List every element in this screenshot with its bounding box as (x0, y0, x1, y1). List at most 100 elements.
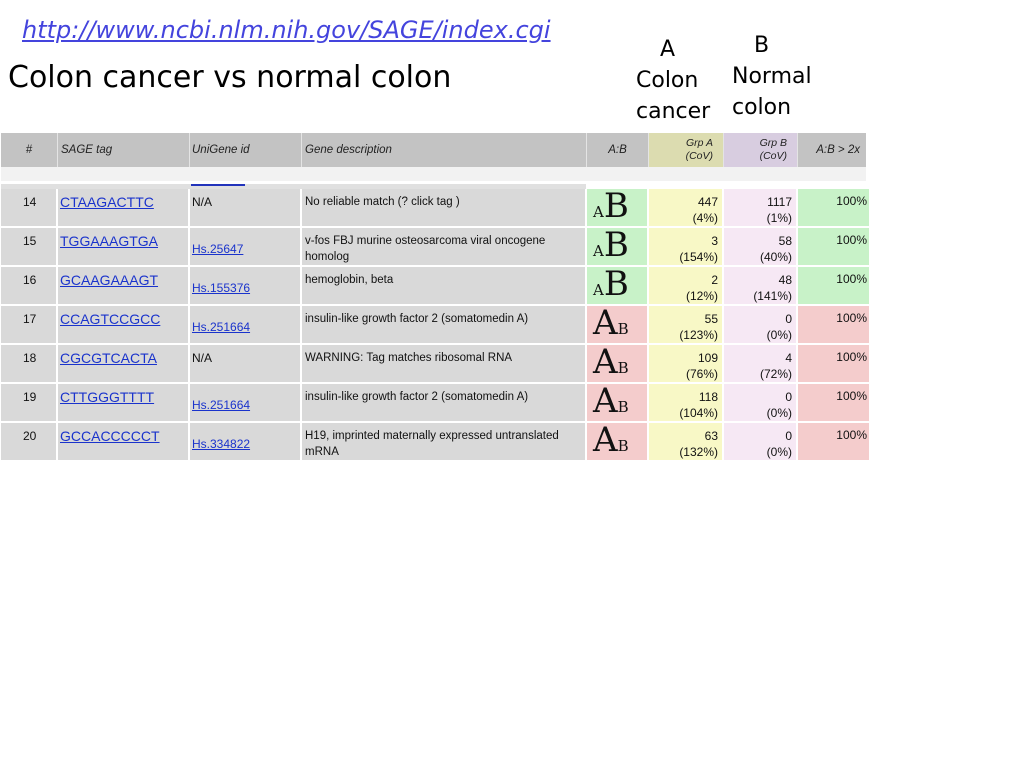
sage-tag-link[interactable]: CTAAGACTTC (60, 194, 154, 210)
group-a-value: 3 (711, 234, 718, 248)
table-row: 20 GCCACCCCCT Hs.334822 H19, imprinted m… (1, 423, 869, 462)
table-row: 17 CCAGTCCGCC Hs.251664 insulin-like gro… (1, 306, 869, 345)
group-a-cov: (4%) (692, 211, 718, 225)
unigene-cell: Hs.334822 (190, 423, 302, 460)
header-group-b-cov: (CoV) (759, 150, 787, 162)
sage-tag-link[interactable]: CGCGTCACTA (60, 350, 157, 366)
group-b-label: B Normal colon (732, 30, 812, 123)
slide-title: Colon cancer vs normal colon (8, 60, 452, 95)
unigene-link[interactable]: Hs.25647 (192, 242, 244, 256)
ab-letter-a: A (593, 203, 604, 221)
ab-letter-b: B (617, 320, 629, 338)
unigene-link[interactable]: Hs.251664 (192, 320, 251, 334)
sage-tag-cell: CGCGTCACTA (58, 345, 190, 382)
row-num: 16 (1, 267, 58, 304)
ab-letter-a: A (593, 303, 618, 343)
gene-description: H19, imprinted maternally expressed untr… (302, 423, 587, 460)
group-b-value: 48 (778, 273, 792, 287)
gene-description: insulin-like growth factor 2 (somatomedi… (302, 306, 587, 343)
ab-indicator: AB (587, 306, 649, 343)
sage-tag-link[interactable]: GCAAGAAAGT (60, 272, 159, 288)
ratio-confidence: 100% (798, 228, 869, 265)
ab-letter-b: B (603, 186, 629, 226)
row-num: 14 (1, 189, 58, 226)
ratio-confidence: 100% (798, 189, 869, 226)
group-b-cov: (40%) (759, 250, 792, 264)
group-a-count: 109 (76%) (649, 345, 724, 382)
group-a-line2: cancer (636, 99, 711, 124)
group-b-count: 0 (0%) (724, 423, 798, 460)
header-group-a: Grp A (CoV) (649, 133, 724, 167)
gene-description: No reliable match (? click tag ) (302, 189, 587, 226)
row-num: 17 (1, 306, 58, 343)
sage-tag-cell: CTTGGGTTTT (58, 384, 190, 421)
ab-indicator: AB (587, 384, 649, 421)
row-num: 18 (1, 345, 58, 382)
header-spacer (1, 167, 866, 181)
sage-tag-cell: CTAAGACTTC (58, 189, 190, 226)
group-a-label: A Colon cancer (636, 34, 710, 127)
ratio-confidence: 100% (798, 306, 869, 343)
group-a-count: 63 (132%) (649, 423, 724, 460)
group-a-count: 118 (104%) (649, 384, 724, 421)
sage-url-link[interactable]: http://www.ncbi.nlm.nih.gov/SAGE/index.c… (22, 16, 551, 44)
gene-description: v-fos FBJ murine osteosarcoma viral onco… (302, 228, 587, 265)
ab-indicator: AB (587, 267, 649, 304)
group-a-value: 2 (711, 273, 718, 287)
group-a-value: 118 (698, 390, 718, 404)
unigene-cell: Hs.155376 (190, 267, 302, 304)
group-b-letter: B (754, 33, 770, 58)
sage-tag-link[interactable]: CTTGGGTTTT (60, 389, 155, 405)
unigene-cell: Hs.25647 (190, 228, 302, 265)
group-a-cov: (154%) (679, 250, 718, 264)
group-b-count: 4 (72%) (724, 345, 798, 382)
row-num: 19 (1, 384, 58, 421)
ab-letter-b: B (603, 264, 629, 304)
group-a-value: 63 (704, 429, 718, 443)
group-a-count: 55 (123%) (649, 306, 724, 343)
header-num: # (1, 133, 58, 167)
group-b-value: 4 (785, 351, 792, 365)
group-a-count: 447 (4%) (649, 189, 724, 226)
gene-description: hemoglobin, beta (302, 267, 587, 304)
divider (1, 184, 586, 189)
gene-description: insulin-like growth factor 2 (somatomedi… (302, 384, 587, 421)
ab-indicator: AB (587, 345, 649, 382)
ab-indicator: AB (587, 228, 649, 265)
header-group-b-name: Grp B (759, 137, 787, 149)
group-a-letter: A (660, 37, 676, 62)
group-b-value: 0 (785, 429, 792, 443)
group-b-cov: (0%) (766, 406, 792, 420)
sage-tag-cell: GCAAGAAAGT (58, 267, 190, 304)
group-b-value: 0 (785, 312, 792, 326)
header-unigene: UniGene id (190, 133, 302, 167)
sage-tag-link[interactable]: GCCACCCCCT (60, 428, 160, 444)
sage-tag-cell: GCCACCCCCT (58, 423, 190, 460)
header-gene-description: Gene description (302, 133, 587, 167)
unigene-link[interactable]: Hs.251664 (192, 398, 251, 412)
sage-tag-link[interactable]: TGGAAAGTGA (60, 233, 159, 249)
group-b-count: 0 (0%) (724, 306, 798, 343)
group-a-cov: (132%) (679, 445, 718, 459)
group-b-count: 0 (0%) (724, 384, 798, 421)
header-ratio: A:B > 2x (816, 144, 860, 156)
unigene-cell: Hs.251664 (190, 384, 302, 421)
header-group-a-cov: (CoV) (685, 150, 713, 162)
ab-letter-b: B (617, 398, 629, 416)
ratio-confidence: 100% (798, 345, 869, 382)
table-header: # SAGE tag UniGene id Gene description A… (1, 133, 866, 167)
sage-tag-link[interactable]: CCAGTCCGCC (60, 311, 161, 327)
ratio-confidence: 100% (798, 423, 869, 460)
unigene-link[interactable]: Hs.155376 (192, 281, 251, 295)
group-b-cov: (0%) (766, 328, 792, 342)
row-num: 15 (1, 228, 58, 265)
group-b-cov: (0%) (766, 445, 792, 459)
ratio-confidence: 100% (798, 267, 869, 304)
group-b-count: 1117 (1%) (724, 189, 798, 226)
table-row: 14 CTAAGACTTC N/A No reliable match (? c… (1, 189, 869, 228)
unigene-link[interactable]: Hs.334822 (192, 437, 251, 451)
group-a-value: 55 (704, 312, 718, 326)
group-b-line2: colon (732, 95, 792, 120)
ab-letter-a: A (593, 242, 604, 260)
group-a-value: 447 (697, 195, 718, 209)
